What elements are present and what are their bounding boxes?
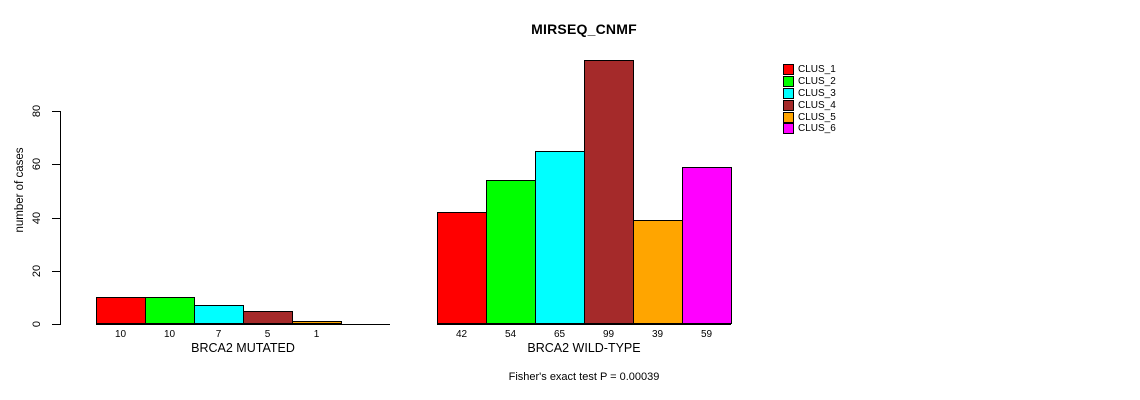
legend-label: CLUS_3 [798, 87, 836, 99]
chart-title: MIRSEQ_CNMF [531, 21, 637, 37]
group-label-brca2-mutated: BRCA2 MUTATED [191, 341, 295, 355]
fisher-test-annotation: Fisher's exact test P = 0.00039 [508, 371, 660, 383]
y-axis-tick [52, 217, 60, 219]
y-axis-tick [52, 111, 60, 112]
legend-label: CLUS_2 [798, 76, 836, 88]
bar-clus-5-brca2-mutated [292, 321, 342, 324]
bar-value-label: 59 [700, 329, 713, 340]
legend-item-clus-2: CLUS_2 [783, 76, 836, 88]
bar-value-label: 10 [163, 329, 176, 340]
legend-label: CLUS_4 [798, 99, 836, 111]
y-axis-label: number of cases [14, 147, 26, 233]
legend-item-clus-3: CLUS_3 [783, 87, 836, 100]
bar-value-label: 5 [264, 329, 271, 340]
bar-clus-6-brca2-wild-type [682, 167, 732, 324]
bar-value-label: 54 [504, 329, 517, 340]
y-tick-label: 40 [31, 211, 43, 224]
y-axis-tick [52, 324, 60, 325]
y-axis-tick [52, 164, 60, 166]
legend-swatch-clus-4 [783, 99, 794, 111]
bar-clus-2-brca2-wild-type [486, 180, 536, 324]
legend: CLUS_1 CLUS_2 CLUS_3 CLUS_4 CLUS_5 CLUS_6 [783, 64, 836, 135]
bar-value-label: 65 [553, 329, 566, 340]
legend-swatch-clus-1 [783, 64, 794, 76]
y-tick-label: 80 [31, 104, 43, 118]
bar-clus-1-brca2-wild-type [437, 212, 487, 324]
x-axis-baseline [437, 324, 731, 325]
legend-swatch-clus-2 [783, 76, 794, 88]
bar-clus-1-brca2-mutated [96, 297, 146, 324]
x-axis-baseline [96, 324, 390, 325]
y-tick-label: 20 [31, 264, 43, 277]
bar-value-label: 10 [114, 329, 127, 340]
y-tick-label: 0 [31, 320, 43, 328]
y-axis-line [60, 111, 61, 325]
bar-value-label: 42 [455, 329, 468, 340]
legend-item-clus-4: CLUS_4 [783, 99, 836, 111]
legend-label: CLUS_6 [798, 123, 836, 135]
legend-label: CLUS_1 [798, 64, 836, 76]
bar-clus-5-brca2-wild-type [633, 220, 683, 324]
legend-label: CLUS_5 [798, 111, 836, 123]
y-axis-tick [52, 270, 60, 272]
legend-swatch-clus-3 [783, 87, 794, 99]
bar-clus-3-brca2-mutated [194, 305, 244, 324]
legend-item-clus-5: CLUS_5 [783, 111, 836, 123]
legend-swatch-clus-6 [783, 123, 794, 135]
bar-value-label: 39 [651, 329, 664, 340]
bar-clus-3-brca2-wild-type [535, 151, 585, 324]
bar-value-label: 7 [215, 329, 222, 340]
bar-clus-4-brca2-mutated [243, 311, 293, 324]
bar-value-label: 1 [313, 329, 320, 340]
legend-item-clus-1: CLUS_1 [783, 64, 836, 76]
bar-value-label: 99 [602, 329, 615, 340]
legend-item-clus-6: CLUS_6 [783, 123, 836, 135]
bar-clus-4-brca2-wild-type [584, 60, 634, 324]
y-tick-label: 60 [31, 158, 43, 171]
bar-clus-2-brca2-mutated [145, 297, 195, 324]
legend-swatch-clus-5 [783, 111, 794, 123]
group-label-brca2-wild-type: BRCA2 WILD-TYPE [527, 341, 641, 355]
